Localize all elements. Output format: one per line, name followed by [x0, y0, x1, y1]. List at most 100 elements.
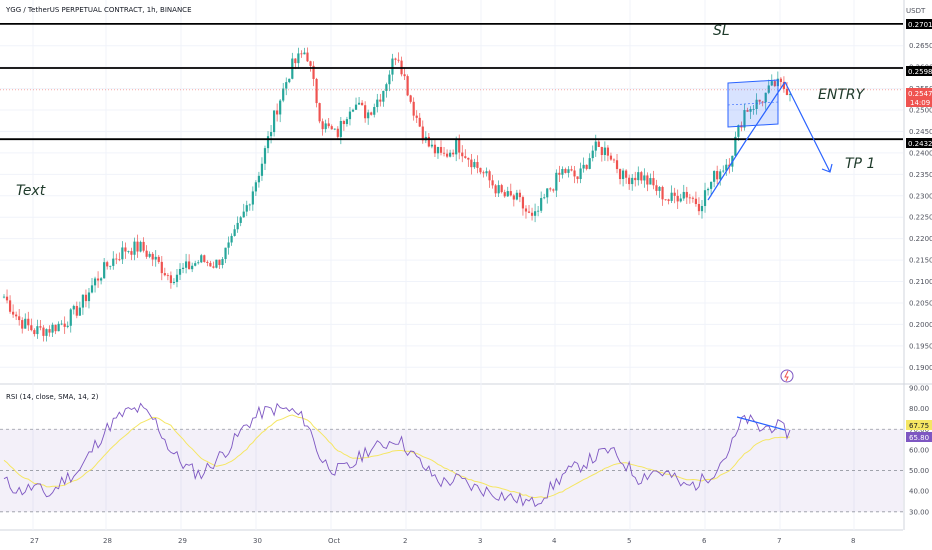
candle-body — [788, 94, 792, 96]
candle-body — [606, 147, 610, 156]
candle-body — [230, 235, 233, 243]
candle-body — [506, 191, 509, 197]
candle-body — [145, 250, 148, 257]
candle-body — [737, 125, 740, 137]
candle-body — [315, 78, 318, 104]
candle-body — [197, 262, 200, 264]
candle-body — [770, 81, 773, 86]
time-tick-label: 5 — [627, 537, 631, 545]
candle-body — [773, 81, 776, 87]
candle-body — [24, 318, 27, 329]
candle-body — [90, 285, 94, 293]
price-tick-label: 0.1900 — [909, 364, 932, 372]
candle-body — [266, 136, 270, 149]
rsi-label: RSI (14, close, SMA, 14, 2) — [6, 393, 99, 401]
price-tick-label: 0.2300 — [909, 192, 932, 200]
candle-body — [758, 99, 761, 102]
candle-body — [248, 204, 251, 206]
level-tag-2432-text: 0.2432 — [908, 140, 932, 148]
countdown-text: 14:09 — [910, 99, 930, 107]
candle-body — [512, 195, 515, 200]
candle-body — [239, 217, 242, 223]
level-tag-2701-text: 0.2701 — [908, 21, 932, 29]
candle-body — [664, 199, 667, 201]
rsi-value-tag — [906, 420, 932, 430]
candle-body — [78, 307, 81, 316]
candle-body — [515, 192, 518, 200]
candle-body — [725, 164, 728, 171]
candle-body — [713, 171, 716, 182]
candle-body — [5, 296, 9, 301]
candle-body — [63, 323, 66, 327]
candle-body — [127, 251, 130, 252]
candle-body — [121, 247, 124, 260]
candle-body — [658, 186, 661, 191]
candle-body — [652, 178, 655, 186]
candle-body — [703, 190, 707, 207]
candle-body — [427, 136, 430, 147]
candle-body — [755, 99, 758, 109]
candle-body — [373, 107, 376, 115]
candle-body — [200, 255, 203, 263]
candle-body — [285, 82, 288, 89]
candle-body — [172, 281, 176, 284]
time-tick-label: 28 — [103, 537, 112, 545]
candle-body — [470, 159, 473, 168]
time-tick-label: 3 — [478, 537, 482, 545]
price-tick-label: 0.2200 — [909, 235, 932, 243]
rsi-tick-label: 60.00 — [909, 446, 929, 454]
candle-body — [106, 262, 109, 267]
candle-body — [163, 273, 166, 276]
candle-body — [618, 169, 622, 180]
candle-body — [345, 119, 349, 125]
horizontal-levels[interactable] — [0, 22, 903, 141]
chart-title: YGG / TetherUS PERPETUAL CONTRACT, 1h, B… — [5, 6, 192, 14]
candle-body — [8, 300, 12, 312]
rsi-line — [3, 402, 791, 508]
price-tick-label: 0.2100 — [909, 278, 932, 286]
candle-body — [461, 152, 464, 157]
candle-body — [327, 123, 330, 127]
grid — [0, 0, 932, 531]
candle-body — [579, 168, 582, 180]
candle-body — [36, 326, 39, 335]
candle-body — [333, 128, 336, 130]
candle-body — [303, 52, 306, 55]
candle-body — [533, 211, 537, 216]
candle-body — [42, 327, 45, 336]
candle-body — [521, 197, 525, 209]
candle-body — [251, 191, 254, 205]
candle-body — [184, 261, 188, 268]
candle-body — [646, 175, 649, 185]
candle-body — [479, 167, 482, 173]
lightning-glyph-icon — [784, 370, 789, 382]
candle-body — [330, 126, 333, 130]
candle-body — [318, 103, 321, 122]
rsi-tick-label: 50.00 — [909, 467, 929, 475]
lightning-icon[interactable] — [780, 369, 794, 383]
candle-body — [48, 329, 51, 333]
candle-body — [175, 274, 179, 282]
candle-body — [558, 172, 561, 175]
candle-body — [297, 53, 300, 64]
price-tick-label: 0.2050 — [909, 299, 932, 307]
candle-body — [597, 141, 600, 147]
drawings[interactable] — [707, 79, 833, 431]
candle-body — [549, 188, 552, 190]
candle-body — [555, 172, 558, 191]
currency-label[interactable]: USDT — [906, 7, 926, 15]
candle-body — [342, 121, 345, 125]
candle-body — [691, 197, 694, 199]
time-tick-label: 29 — [178, 537, 187, 545]
candle-body — [421, 126, 424, 141]
candle-body — [379, 99, 382, 102]
candle-body — [115, 258, 118, 260]
candle-body — [634, 177, 637, 181]
candle-body — [503, 192, 506, 197]
time-tick-label: 6 — [702, 537, 707, 545]
candle-body — [430, 144, 433, 147]
current-price-text: 0.2547 — [908, 90, 932, 98]
candle-body — [357, 102, 361, 105]
